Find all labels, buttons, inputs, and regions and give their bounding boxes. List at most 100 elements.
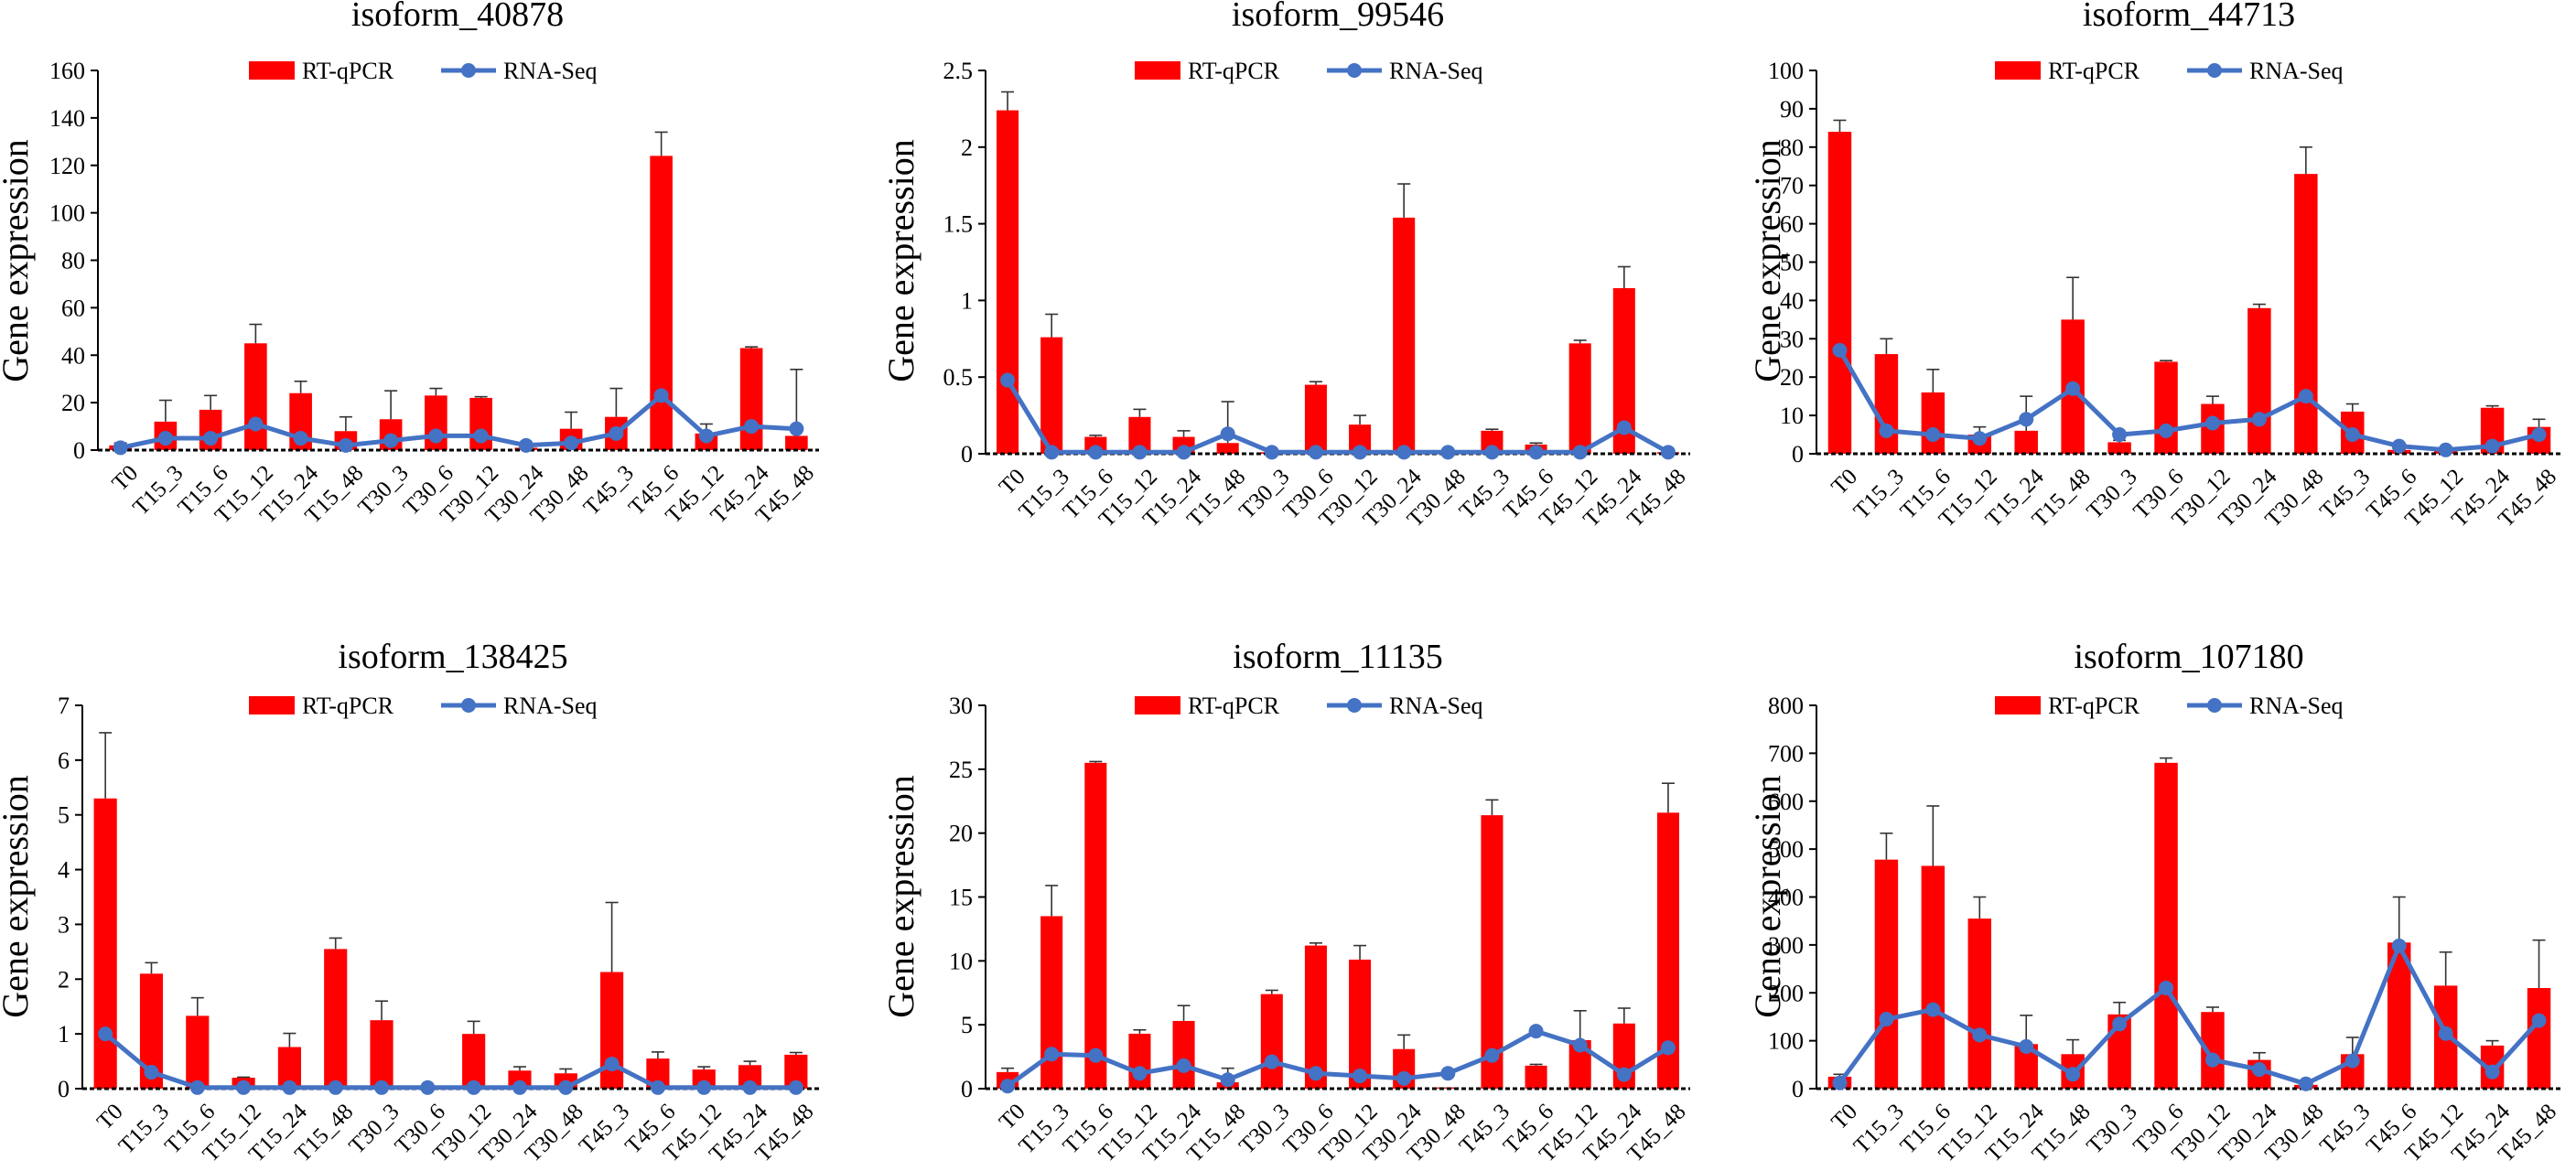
marker-rna-seq (564, 435, 579, 451)
chart-panel-2: isoform_99546 Gene expression 0 0.5 1 1.5 2 2.5… (880, 0, 1691, 532)
bar-rt-qpcr (2154, 762, 2178, 1089)
y-axis-label: Gene expression (880, 139, 922, 381)
x-tick-label: T0 (1827, 465, 1862, 500)
y-tick-label: 50 (1780, 250, 1804, 276)
marker-rna-seq (374, 1080, 390, 1095)
chart-panel-3: isoform_44713 Gene expression 0 10 20 30 40 50 6… (1747, 0, 2562, 532)
marker-rna-seq (2251, 1062, 2267, 1078)
marker-rna-seq (1879, 1012, 1894, 1027)
marker-rna-seq (2112, 427, 2128, 443)
marker-rna-seq (1879, 423, 1894, 438)
bar-rt-qpcr (1172, 1020, 1195, 1089)
marker-rna-seq (293, 431, 308, 446)
legend-label-rt-qpcr: RT-qPCR (1188, 693, 1280, 719)
marker-rna-seq (383, 433, 399, 448)
marker-rna-seq (328, 1080, 343, 1095)
chart-panel-6: isoform_107180 Gene expression 0 100 200 300 4… (1747, 638, 2562, 1167)
marker-rna-seq (1353, 445, 1368, 460)
marker-rna-seq (2298, 389, 2313, 404)
line-rna-seq (1006, 1028, 1670, 1089)
marker-rna-seq (338, 437, 353, 453)
marker-rna-seq (420, 1080, 436, 1095)
marker-rna-seq (189, 1080, 205, 1095)
bar-rt-qpcr (462, 1034, 486, 1089)
x-tick-label: T0 (108, 461, 144, 497)
marker-rna-seq (1176, 1058, 1191, 1073)
marker-rna-seq (1396, 445, 1412, 460)
y-tick-label: 140 (49, 105, 85, 132)
marker-rna-seq (466, 1080, 481, 1095)
legend-swatch-rt-qpcr (1995, 61, 2041, 80)
marker-rna-seq (1264, 445, 1279, 460)
legend-label-rt-qpcr: RT-qPCR (302, 693, 394, 719)
marker-rna-seq (2019, 412, 2034, 427)
legend: RT-qPCR RNA-Seq (249, 693, 598, 719)
y-tick-label: 5 (961, 1012, 973, 1038)
bar-rt-qpcr (1216, 443, 1239, 454)
bar-rt-qpcr (1393, 217, 1416, 454)
chart-title: isoform_44713 (2083, 0, 2295, 34)
line-rna-seq (103, 1032, 796, 1090)
marker-rna-seq (653, 388, 669, 403)
bar-rt-qpcr (1525, 1065, 1547, 1089)
x-tick-label: T15_3 (1849, 465, 1909, 524)
marker-rna-seq (696, 1080, 712, 1095)
marker-rna-seq (2065, 381, 2081, 396)
bar-rt-qpcr (1349, 959, 1372, 1089)
chart-title: isoform_99546 (1232, 0, 1444, 34)
y-tick-label: 0 (58, 1076, 70, 1102)
marker-rna-seq (203, 431, 219, 446)
marker-rna-seq (2065, 1067, 2081, 1082)
marker-rna-seq (98, 1026, 113, 1042)
y-tick-label: 120 (49, 153, 85, 179)
marker-rna-seq (2438, 1026, 2453, 1041)
marker-rna-seq (558, 1080, 574, 1095)
x-tick-label: T0 (995, 1100, 1030, 1135)
legend-label-rna-seq: RNA-Seq (2249, 58, 2344, 84)
y-tick-label: 400 (1768, 885, 1804, 911)
bar-rt-qpcr (1084, 762, 1107, 1089)
bar-rt-qpcr (2154, 361, 2178, 454)
y-tick-label: 40 (61, 342, 85, 369)
x-tick-label: T30_3 (1234, 465, 1294, 524)
marker-rna-seq (2251, 412, 2267, 427)
marker-rna-seq (2531, 427, 2547, 443)
y-tick-label: 300 (1768, 932, 1804, 959)
legend: RT-qPCR RNA-Seq (1995, 58, 2344, 84)
y-axis-label: Gene expression (0, 139, 36, 381)
y-tick-label: 80 (1780, 134, 1804, 161)
y-axis-label: Gene expression (1747, 775, 1788, 1017)
y-tick-label: 70 (1780, 173, 1804, 199)
y-tick-label: 2 (58, 966, 70, 993)
bar-rt-qpcr (2294, 174, 2318, 454)
x-tick-label: T0 (92, 1100, 128, 1135)
bar-rt-qpcr (1921, 865, 1945, 1089)
marker-rna-seq (113, 440, 128, 456)
marker-rna-seq (1044, 445, 1060, 460)
bar-rt-qpcr (186, 1015, 210, 1089)
marker-rna-seq (1660, 445, 1676, 460)
marker-rna-seq (428, 428, 444, 444)
y-tick-label: 0 (961, 441, 973, 467)
x-tick-label: T30_3 (2082, 1100, 2141, 1159)
marker-rna-seq (1044, 1047, 1060, 1062)
marker-rna-seq (1572, 1037, 1588, 1053)
y-tick-label: 1.5 (943, 211, 974, 238)
x-tick-label: T0 (995, 465, 1030, 500)
x-tick-label: T45_3 (2315, 1100, 2375, 1159)
chart-title: isoform_40878 (351, 0, 564, 34)
y-tick-label: 0 (73, 437, 85, 464)
marker-rna-seq (1484, 445, 1500, 460)
marker-rna-seq (518, 437, 534, 453)
y-tick-label: 15 (949, 885, 973, 911)
marker-rna-seq (1616, 1067, 1632, 1082)
marker-rna-seq (236, 1080, 252, 1095)
y-tick-label: 100 (49, 200, 85, 227)
marker-rna-seq (1832, 1075, 1848, 1090)
marker-rna-seq (1132, 445, 1148, 460)
marker-rna-seq (2438, 442, 2453, 457)
legend-swatch-rt-qpcr (1135, 696, 1180, 714)
x-tick-label: T15_3 (114, 1100, 174, 1159)
